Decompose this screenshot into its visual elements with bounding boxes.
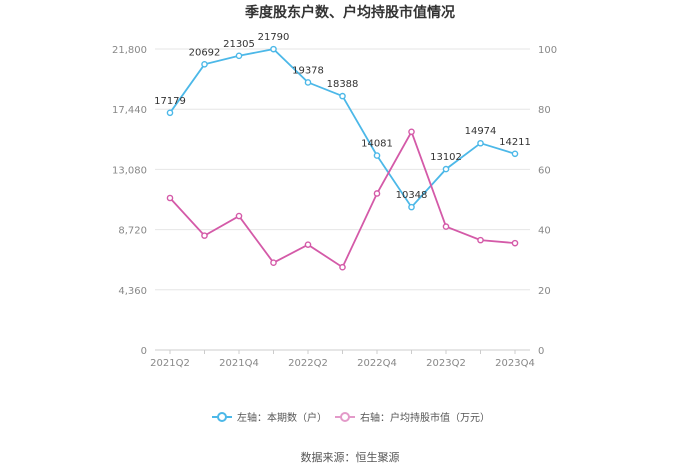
data-point[interactable] xyxy=(166,194,174,202)
y-right-tick-label: 40 xyxy=(538,226,551,237)
data-point[interactable] xyxy=(235,212,243,220)
y-left-tick-label: 8,720 xyxy=(118,226,147,237)
data-point[interactable] xyxy=(304,241,312,248)
data-point[interactable] xyxy=(304,79,312,86)
data-label: 14211 xyxy=(499,137,531,148)
legend-label-left: 左轴：本期数（户） xyxy=(237,411,327,424)
chart-title: 季度股东户数、户均持股市值情况 xyxy=(244,4,455,21)
x-tick-label: 2023Q2 xyxy=(426,358,466,369)
data-point[interactable] xyxy=(477,139,484,147)
data-point[interactable] xyxy=(373,152,381,159)
data-label: 13102 xyxy=(430,152,462,163)
data-label: 20692 xyxy=(189,47,221,58)
data-label: 21790 xyxy=(258,32,290,43)
axis-layer: 0 4,360 8,720 13,080 17,440 21,800 0 20 40 60 80 10… xyxy=(112,45,557,369)
data-point[interactable] xyxy=(339,92,346,100)
data-point[interactable] xyxy=(270,45,277,53)
series-layer xyxy=(166,45,519,271)
y-right-tick-label: 80 xyxy=(538,105,551,116)
x-tick-label: 2021Q4 xyxy=(219,358,259,369)
data-point[interactable] xyxy=(442,223,450,230)
x-tick-label: 2022Q2 xyxy=(288,358,328,369)
y-left-tick-label: 21,800 xyxy=(112,45,147,56)
legend-marker-icon xyxy=(217,412,227,422)
legend-item-left[interactable]: 左轴：本期数（户） xyxy=(212,411,327,424)
legend-marker-icon xyxy=(340,412,350,422)
data-point[interactable] xyxy=(166,109,174,117)
data-point[interactable] xyxy=(477,236,484,244)
legend: 左轴：本期数（户） 右轴：户均持股市值（万元） xyxy=(212,411,490,424)
y-right-tick-label: 60 xyxy=(538,165,551,176)
data-point[interactable] xyxy=(201,60,208,68)
data-point[interactable] xyxy=(270,259,277,267)
y-left-tick-label: 17,440 xyxy=(112,105,147,116)
data-point[interactable] xyxy=(201,232,208,239)
series-line-avg-value xyxy=(169,129,516,269)
data-point[interactable] xyxy=(339,263,346,271)
data-point[interactable] xyxy=(511,150,519,158)
y-left-tick-label: 0 xyxy=(141,346,147,357)
series-line-holders xyxy=(169,48,516,209)
y-left-tick-label: 4,360 xyxy=(118,286,147,297)
data-source: 数据来源：恒生聚源 xyxy=(301,450,400,464)
grid-layer xyxy=(155,48,530,291)
data-label: 10348 xyxy=(396,190,428,201)
data-label: 17179 xyxy=(154,96,186,107)
data-point[interactable] xyxy=(511,239,519,247)
y-right-tick-label: 20 xyxy=(538,286,551,297)
data-point[interactable] xyxy=(442,165,450,173)
legend-item-right[interactable]: 右轴：户均持股市值（万元） xyxy=(335,411,490,424)
y-left-tick-label: 13,080 xyxy=(112,165,147,176)
data-point[interactable] xyxy=(373,190,381,197)
data-label: 19378 xyxy=(292,65,324,76)
x-tick-label: 2022Q4 xyxy=(357,358,397,369)
data-point[interactable] xyxy=(408,128,415,136)
data-point[interactable] xyxy=(235,52,243,60)
y-right-tick-label: 0 xyxy=(538,346,544,357)
data-label: 21305 xyxy=(223,39,255,50)
x-tick-label: 2021Q2 xyxy=(150,358,190,369)
data-point[interactable] xyxy=(408,203,415,211)
data-label: 14974 xyxy=(465,126,497,137)
x-tick-label: 2023Q4 xyxy=(495,358,535,369)
legend-label-right: 右轴：户均持股市值（万元） xyxy=(360,411,490,424)
data-label: 18388 xyxy=(327,79,359,90)
y-right-tick-label: 100 xyxy=(538,45,557,56)
data-label: 14081 xyxy=(361,139,393,150)
